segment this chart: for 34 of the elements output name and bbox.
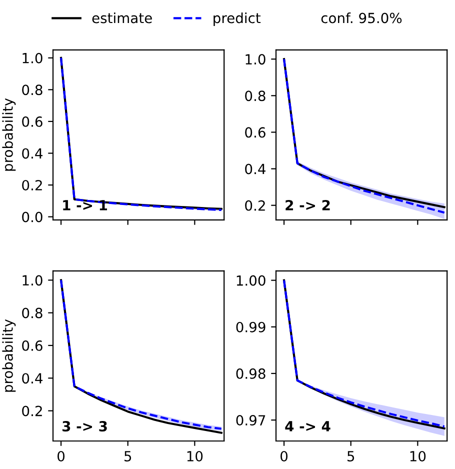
y-tick-label: 1.00 — [236, 275, 266, 286]
y-tick-label: 1.0 — [246, 54, 266, 65]
x-tick-label: 5 — [124, 451, 132, 462]
y-tick-label: 0.8 — [245, 90, 266, 102]
y-tick-label: 0.4 — [22, 148, 43, 159]
y-tick-label: 1.0 — [22, 275, 42, 286]
annotation: 2 -> 2 — [286, 200, 330, 210]
x-tick-label: 5 — [348, 451, 354, 462]
x-tick-label: 10 — [410, 450, 426, 462]
y-tick-label: 0.6 — [22, 116, 42, 127]
y-tick-label: 0.4 — [22, 373, 43, 384]
annotation: 4 -> 4 — [285, 421, 330, 432]
y-axis-title: probability — [2, 319, 16, 392]
y-tick-label: 0.2 — [22, 180, 42, 190]
x-tick-label: 10 — [187, 450, 203, 462]
legend-label: predict — [214, 12, 261, 26]
y-tick-label: 0.98 — [236, 368, 266, 379]
y-tick-label: 0.2 — [22, 406, 42, 416]
y-tick-label: 0.8 — [22, 308, 42, 318]
y-tick-label: 0.6 — [22, 340, 42, 351]
y-tick-label: 0.4 — [245, 164, 266, 174]
text: conf. 95.0% — [321, 12, 402, 24]
y-tick-label: 0.99 — [236, 322, 266, 332]
y-tick-label: 0.8 — [22, 84, 42, 96]
y-tick-label: 0.6 — [245, 127, 266, 138]
y-tick-label: 0.0 — [22, 212, 42, 222]
y-axis-title: probability — [2, 98, 16, 171]
legend-label: estimate — [92, 12, 152, 24]
x-tick-label: 0 — [280, 450, 288, 462]
x-tick-label: 0 — [58, 450, 65, 462]
y-tick-label: 0.2 — [245, 200, 265, 211]
y-tick-label: 0.97 — [236, 415, 266, 426]
annotation: 3 -> 3 — [62, 421, 107, 432]
y-tick-label: 1.0 — [22, 52, 42, 64]
